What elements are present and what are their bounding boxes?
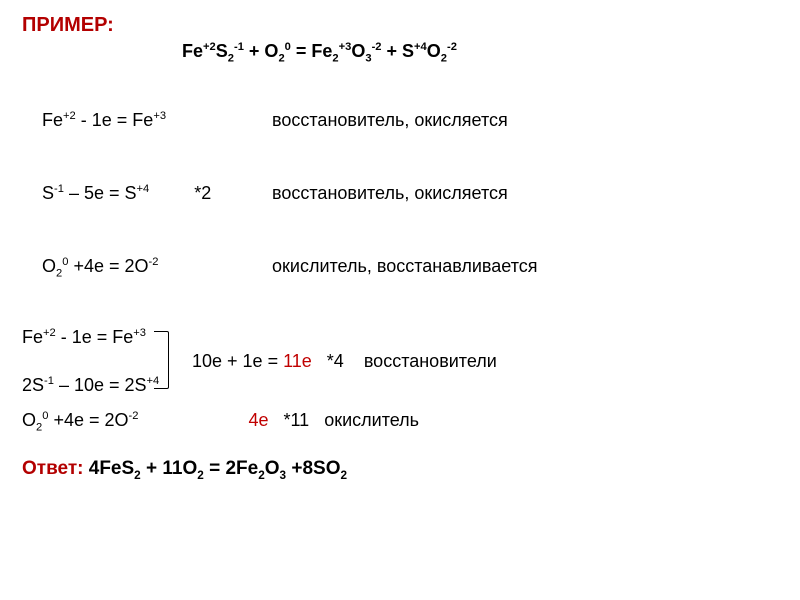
term-o2b: O2-2 (427, 41, 457, 61)
bracket-icon (154, 331, 169, 389)
combined-block: Fe+2 - 1e = Fe+3 10e + 1e = 11e *4 восст… (22, 325, 778, 398)
ox-tail: *11 окислитель (269, 410, 420, 430)
oxidizer-line: O20 +4e = 2O-2 4e *11 окислитель (22, 408, 778, 432)
half-reaction-row: S-1 – 5e = S+4 *2восстановитель, окисляе… (22, 157, 778, 230)
term-fe2: Fe2+3 (311, 41, 351, 61)
term-fe: Fe+2 (182, 41, 216, 61)
answer-row: Ответ: 4FeS2 + 11O2 = 2Fe2O3 +8SO2 (22, 458, 778, 480)
combined-sum: 10e + 1e = 11e *4 восстановители (192, 349, 778, 373)
combined-line: 2S-1 – 10e = 2S+4 (22, 373, 778, 397)
sum-left: 10e + 1e = (192, 351, 283, 371)
ox-red: 4e (248, 410, 268, 430)
sum-red: 11e (283, 351, 312, 371)
term-s2: S2-1 (216, 41, 244, 61)
desc: восстановитель, окисляется (272, 181, 508, 205)
mult: *2 (194, 183, 211, 203)
desc: окислитель, восстанавливается (272, 254, 538, 278)
term-s4: S+4 (402, 41, 427, 61)
answer-equation: 4FeS2 + 11O2 = 2Fe2O3 +8SO2 (83, 458, 347, 479)
answer-label: Ответ: (22, 458, 83, 479)
main-equation: Fe+2S2-1 + O20 = Fe2+3O3-2 + S+4O2-2 (182, 41, 778, 62)
term-o2: O20 (264, 41, 290, 61)
half-reaction-row: Fe+2 - 1e = Fe+3восстановитель, окисляет… (22, 84, 778, 157)
half-reaction-row: O20 +4e = 2O-2окислитель, восстанавливае… (22, 230, 778, 303)
slide: ПРИМЕР: Fe+2S2-1 + O20 = Fe2+3O3-2 + S+4… (0, 0, 800, 600)
term-o3: O3-2 (351, 41, 381, 61)
desc: восстановитель, окисляется (272, 108, 508, 132)
combined-line: Fe+2 - 1e = Fe+3 (22, 325, 778, 349)
sum-tail: *4 восстановители (312, 351, 497, 371)
example-label: ПРИМЕР: (22, 14, 778, 37)
